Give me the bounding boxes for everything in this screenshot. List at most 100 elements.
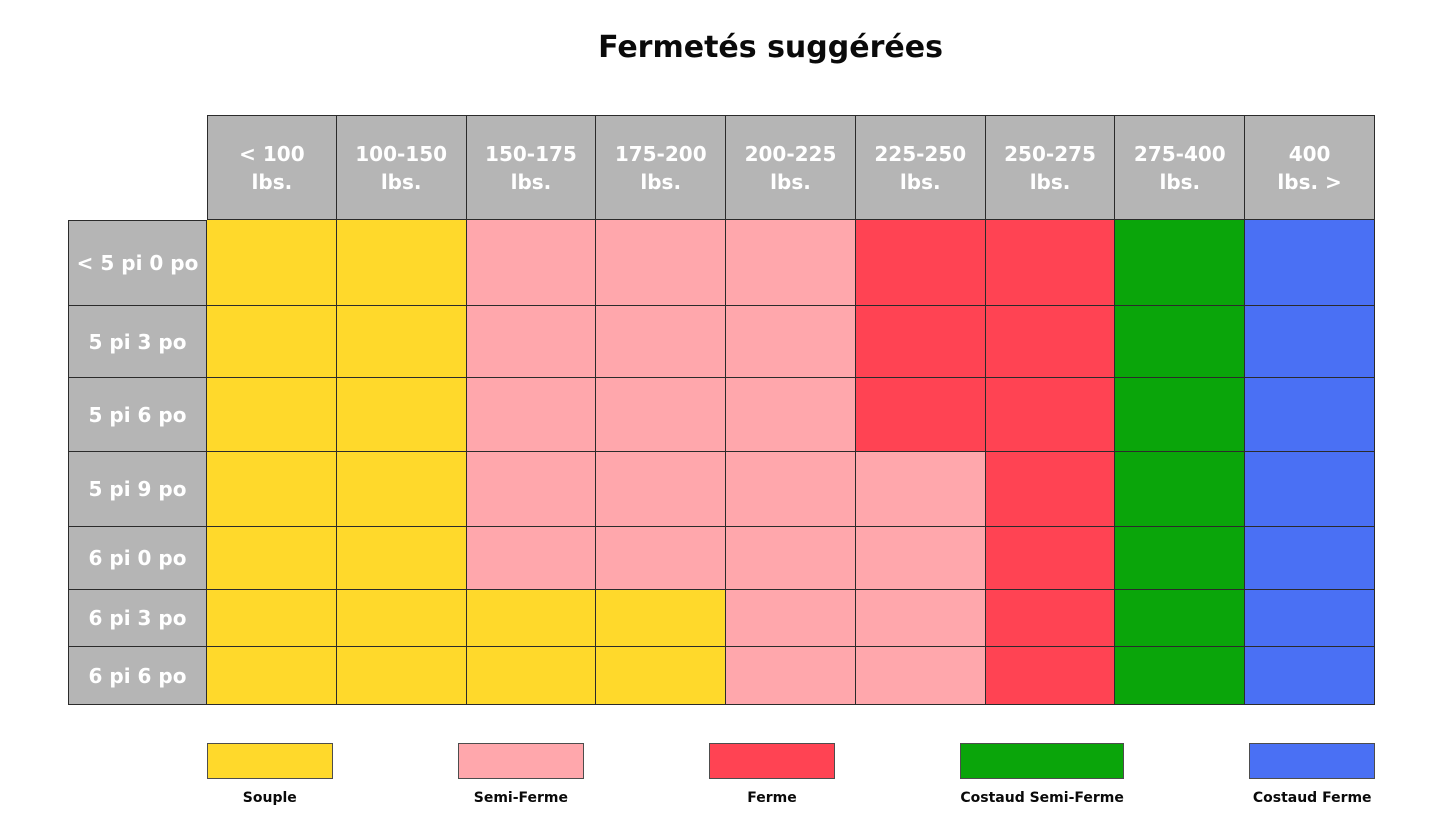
firmness-cell-semi_ferme bbox=[726, 306, 856, 378]
corner-cell bbox=[68, 115, 207, 220]
column-header-line: lbs. bbox=[770, 169, 811, 194]
firmness-cell-souple bbox=[207, 378, 337, 452]
firmness-cell-semi_ferme bbox=[596, 452, 727, 527]
firmness-cell-semi_ferme bbox=[466, 452, 597, 527]
firmness-cell-ferme bbox=[985, 220, 1116, 306]
legend-item-costaud_ferme: Costaud Ferme bbox=[1249, 743, 1375, 806]
firmness-cell-costaud_ferme bbox=[1245, 590, 1375, 647]
firmness-cell-ferme bbox=[985, 527, 1116, 590]
firmness-cell-ferme bbox=[985, 378, 1116, 452]
firmness-cell-semi_ferme bbox=[596, 378, 727, 452]
firmness-cell-souple bbox=[466, 590, 597, 647]
firmness-cell-souple bbox=[596, 647, 727, 705]
firmness-cell-costaud_ferme bbox=[1245, 647, 1375, 705]
firmness-cell-costaud_semi_ferme bbox=[1115, 590, 1246, 647]
firmness-cell-souple bbox=[336, 452, 467, 527]
legend-label: Semi-Ferme bbox=[473, 790, 569, 806]
legend-label: Souple bbox=[242, 790, 297, 806]
legend-swatch-costaud_ferme bbox=[1249, 743, 1375, 779]
firmness-cell-semi_ferme bbox=[726, 220, 856, 306]
firmness-cell-semi_ferme bbox=[596, 306, 727, 378]
firmness-cell-costaud_semi_ferme bbox=[1115, 527, 1246, 590]
legend-item-costaud_semi_ferme: Costaud Semi-Ferme bbox=[960, 743, 1124, 806]
column-header: < 100 lbs. bbox=[207, 115, 337, 220]
firmness-cell-souple bbox=[336, 590, 467, 647]
firmness-cell-costaud_ferme bbox=[1245, 378, 1375, 452]
firmness-cell-souple bbox=[207, 452, 337, 527]
firmness-cell-souple bbox=[336, 378, 467, 452]
legend-label: Costaud Ferme bbox=[1252, 790, 1372, 806]
column-header: 150-175 lbs. bbox=[466, 115, 597, 220]
column-header-line: lbs. bbox=[1029, 169, 1071, 194]
firmness-cell-costaud_semi_ferme bbox=[1115, 647, 1246, 705]
legend-item-ferme: Ferme bbox=[709, 743, 835, 806]
firmness-cell-ferme bbox=[855, 220, 986, 306]
firmness-cell-costaud_semi_ferme bbox=[1115, 306, 1246, 378]
firmness-cell-souple bbox=[336, 306, 467, 378]
legend-label: Ferme bbox=[747, 790, 797, 806]
column-header-line: 175-200 bbox=[614, 141, 707, 166]
column-header-line: 225-250 bbox=[874, 141, 967, 166]
firmness-cell-semi_ferme bbox=[466, 527, 597, 590]
firmness-cell-ferme bbox=[985, 306, 1116, 378]
legend-item-semi_ferme: Semi-Ferme bbox=[458, 743, 584, 806]
firmness-cell-souple bbox=[466, 647, 597, 705]
column-header-line: 100-150 bbox=[355, 141, 448, 166]
firmness-cell-semi_ferme bbox=[596, 220, 727, 306]
legend: Souple Semi-Ferme Ferme Costaud Semi-Ferme C… bbox=[68, 743, 1375, 806]
row-header: < 5 pi 0 po bbox=[68, 220, 207, 306]
firmness-cell-semi_ferme bbox=[726, 647, 856, 705]
row-header: 6 pi 3 po bbox=[68, 590, 207, 647]
firmness-cell-semi_ferme bbox=[726, 590, 856, 647]
legend-label: Costaud Semi-Ferme bbox=[960, 790, 1124, 806]
row-header: 5 pi 6 po bbox=[68, 378, 207, 452]
firmness-cell-semi_ferme bbox=[726, 378, 856, 452]
legend-swatch-costaud_semi_ferme bbox=[960, 743, 1124, 779]
firmness-cell-semi_ferme bbox=[466, 378, 597, 452]
firmness-cell-semi_ferme bbox=[596, 527, 727, 590]
column-header-line: lbs. bbox=[380, 169, 422, 194]
firmness-cell-souple bbox=[207, 647, 337, 705]
firmness-cell-semi_ferme bbox=[855, 527, 986, 590]
firmness-cell-costaud_semi_ferme bbox=[1115, 378, 1246, 452]
column-header-line: lbs. > bbox=[1277, 169, 1342, 194]
firmness-cell-souple bbox=[336, 220, 467, 306]
firmness-cell-semi_ferme bbox=[466, 220, 597, 306]
firmness-cell-costaud_ferme bbox=[1245, 452, 1375, 527]
legend-swatch-semi_ferme bbox=[458, 743, 584, 779]
column-header: 175-200 lbs. bbox=[596, 115, 727, 220]
legend-item-souple: Souple bbox=[207, 743, 333, 806]
firmness-cell-semi_ferme bbox=[855, 452, 986, 527]
firmness-cell-ferme bbox=[985, 452, 1116, 527]
column-header: 225-250 lbs. bbox=[855, 115, 986, 220]
firmness-cell-ferme bbox=[855, 306, 986, 378]
firmness-cell-semi_ferme bbox=[855, 647, 986, 705]
firmness-cell-souple bbox=[207, 590, 337, 647]
firmness-cell-costaud_ferme bbox=[1245, 527, 1375, 590]
row-header: 6 pi 0 po bbox=[68, 527, 207, 590]
firmness-cell-ferme bbox=[855, 378, 986, 452]
firmness-cell-semi_ferme bbox=[726, 527, 856, 590]
firmness-cell-semi_ferme bbox=[726, 452, 856, 527]
row-header: 5 pi 3 po bbox=[68, 306, 207, 378]
column-header-line: lbs. bbox=[640, 169, 682, 194]
firmness-cell-ferme bbox=[985, 647, 1116, 705]
column-header-line: 400 bbox=[1288, 141, 1331, 166]
firmness-cell-semi_ferme bbox=[466, 306, 597, 378]
column-header: 400 lbs. > bbox=[1245, 115, 1375, 220]
firmness-table: < 100 lbs. 100-150 lbs. 150-175 lbs. 175-200 lb… bbox=[68, 115, 1375, 705]
firmness-cell-souple bbox=[336, 647, 467, 705]
firmness-cell-semi_ferme bbox=[855, 590, 986, 647]
firmness-cell-costaud_semi_ferme bbox=[1115, 220, 1246, 306]
column-header-line: lbs. bbox=[251, 169, 293, 194]
column-header-line: lbs. bbox=[899, 169, 941, 194]
firmness-cell-souple bbox=[207, 220, 337, 306]
row-header: 5 pi 9 po bbox=[68, 452, 207, 527]
firmness-cell-costaud_ferme bbox=[1245, 220, 1375, 306]
column-header-line: lbs. bbox=[510, 169, 552, 194]
legend-swatch-souple bbox=[207, 743, 333, 779]
column-header: 275-400 lbs. bbox=[1115, 115, 1246, 220]
column-header-line: 250-275 bbox=[1004, 141, 1096, 166]
firmness-cell-costaud_semi_ferme bbox=[1115, 452, 1246, 527]
